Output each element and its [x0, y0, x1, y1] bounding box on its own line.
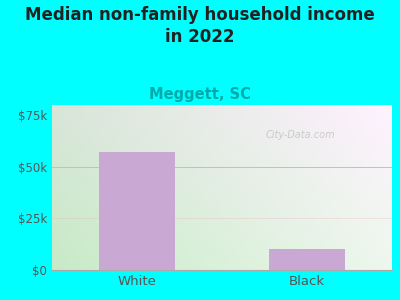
Text: Median non-family household income
in 2022: Median non-family household income in 20…	[25, 6, 375, 46]
Text: Meggett, SC: Meggett, SC	[149, 87, 251, 102]
Bar	[269, 249, 345, 270]
Text: City-Data.com: City-Data.com	[265, 130, 335, 140]
Bar	[99, 152, 175, 270]
